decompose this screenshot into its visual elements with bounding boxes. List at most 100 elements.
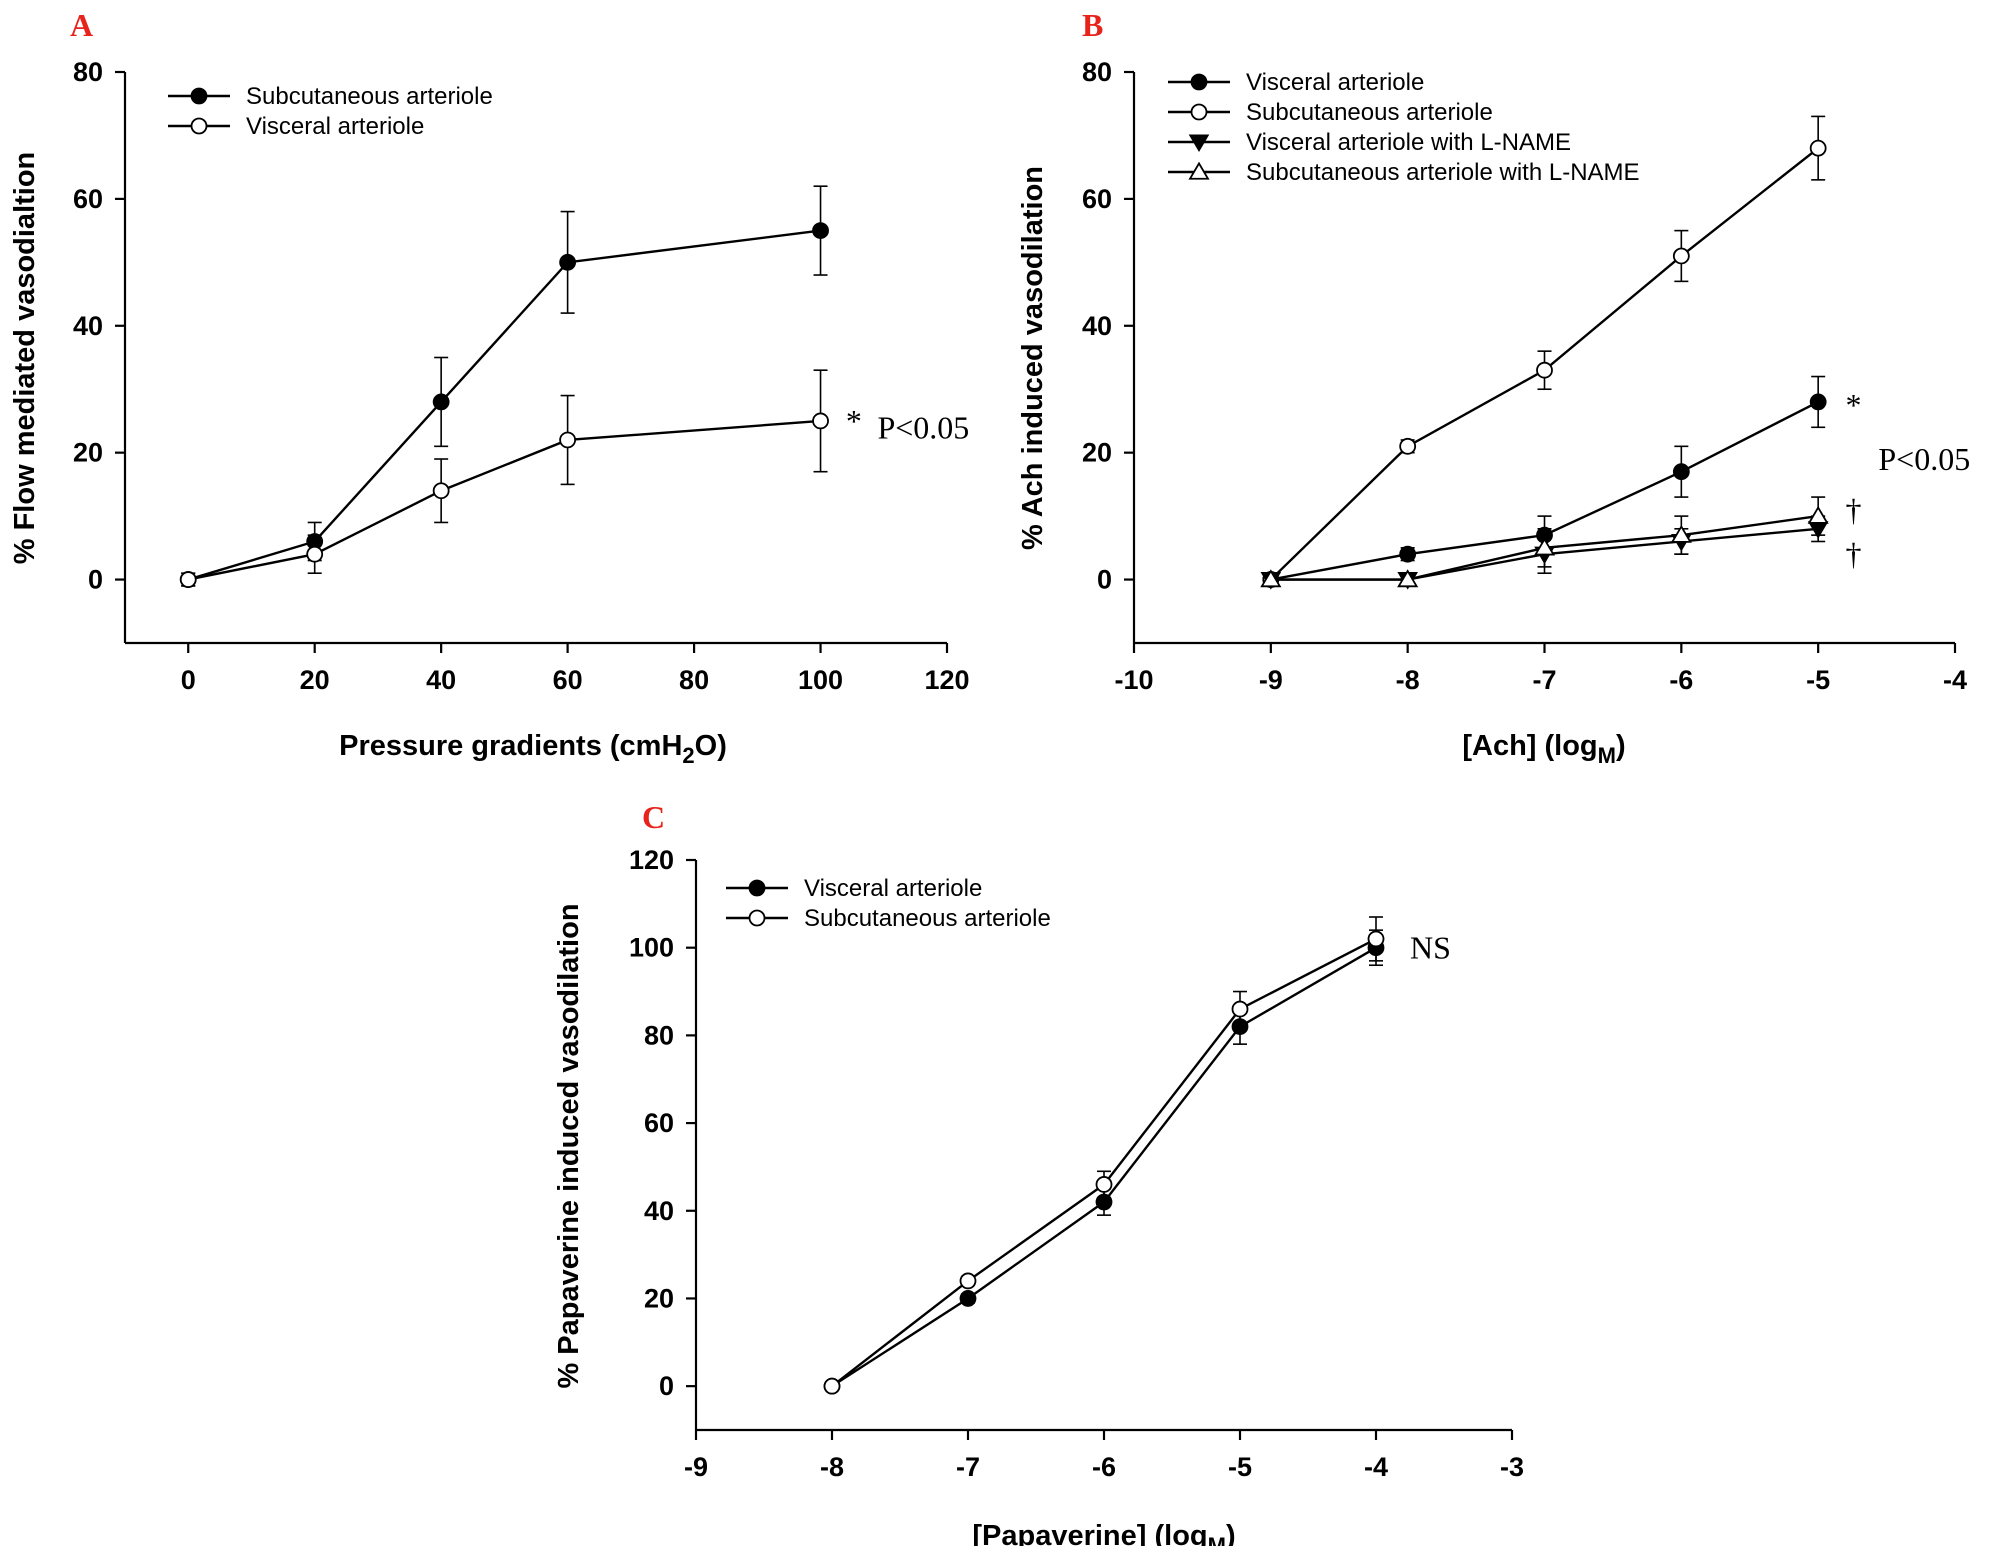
- data-point: [1399, 545, 1417, 563]
- data-point: [823, 1377, 841, 1395]
- x-tick-label: -7: [1532, 665, 1556, 695]
- y-tick-label: 0: [1097, 565, 1112, 595]
- x-tick-label: -5: [1806, 665, 1830, 695]
- data-point: [559, 431, 577, 449]
- x-tick-label: -6: [1092, 1452, 1116, 1482]
- panel-b: B 0 20 40 60 80 -10 -9 -8 -7 -6 -5 -4 [Ach] (logM) % A…: [1017, 7, 1970, 768]
- panel-c: C 0 20 40 60 80 100 120 -9 -8 -7 -6 -5 -4 -3 [Papaverin…: [553, 799, 1524, 1546]
- data-point: [190, 117, 208, 135]
- data-point: [959, 1290, 977, 1307]
- series-2: [179, 369, 829, 588]
- annotation: P<0.05: [877, 409, 969, 445]
- series-4: [1260, 496, 1829, 588]
- series-1: [179, 185, 829, 588]
- data-point: [1399, 437, 1417, 455]
- data-point: [1536, 361, 1553, 379]
- data-point: [306, 545, 324, 563]
- y-tick-label: 60: [644, 1108, 674, 1138]
- data-point: [1672, 247, 1690, 265]
- data-point: [1533, 537, 1556, 556]
- x-tick-label: -7: [956, 1452, 980, 1482]
- panel-letter: A: [70, 7, 93, 43]
- data-point: [812, 222, 829, 240]
- x-tick-label: 100: [798, 665, 843, 695]
- annotation: †: [1846, 536, 1862, 572]
- legend-entry: Visceral arteriole: [804, 875, 982, 902]
- series-line: [831, 946, 1377, 1388]
- data-point: [559, 253, 577, 271]
- y-tick-label: 80: [1082, 57, 1112, 87]
- y-axis-title: % Papaverine induced vasodilation: [553, 903, 585, 1388]
- data-point: [1670, 524, 1692, 543]
- y-axis-title: % Ach induced vasodilation: [1017, 166, 1049, 550]
- x-tick-label: 60: [553, 665, 583, 695]
- y-tick-label: 100: [629, 933, 674, 963]
- x-axis-title: [Ach] (logM): [1462, 730, 1625, 768]
- y-tick-label: 120: [629, 845, 674, 875]
- annotation: *: [846, 403, 862, 439]
- x-axis-title: Pressure gradients (cmH2O): [339, 730, 727, 768]
- legend-entry: Visceral arteriole: [1246, 69, 1424, 96]
- legend-entry: Subcutaneous arteriole: [804, 905, 1051, 932]
- annotation: NS: [1410, 930, 1451, 966]
- y-tick-label: 20: [1082, 438, 1112, 468]
- x-tick-label: 20: [300, 665, 330, 695]
- data-point: [1809, 393, 1827, 411]
- data-point: [190, 87, 208, 105]
- x-tick-label: -4: [1943, 665, 1967, 695]
- y-tick-label: 20: [644, 1283, 674, 1313]
- data-point: [812, 412, 829, 430]
- series-line: [187, 229, 821, 581]
- y-tick-label: 60: [1082, 184, 1112, 214]
- series-line: [187, 419, 821, 581]
- data-point: [179, 571, 197, 588]
- data-point: [1188, 134, 1210, 153]
- data-point: [1231, 1000, 1249, 1018]
- data-point: [1672, 463, 1690, 481]
- legend-entry: Subcutaneous arteriole: [246, 83, 493, 110]
- y-axis-title: % Flow mediated vasodialtion: [9, 152, 41, 565]
- y-tick-label: 0: [88, 565, 103, 595]
- data-point: [748, 909, 766, 927]
- legend-entry: Visceral arteriole: [246, 113, 424, 140]
- y-tick-label: 80: [644, 1020, 674, 1050]
- legend-entry: Subcutaneous arteriole: [1246, 99, 1493, 126]
- x-tick-label: -4: [1364, 1452, 1388, 1482]
- series-2: [823, 916, 1385, 1395]
- y-tick-label: 60: [73, 184, 103, 214]
- data-point: [1260, 569, 1282, 588]
- annotation: P<0.05: [1878, 441, 1970, 477]
- x-tick-label: -9: [684, 1452, 708, 1482]
- legend-entry: Visceral arteriole with L-NAME: [1246, 129, 1571, 156]
- data-point: [1807, 505, 1829, 524]
- legend: Subcutaneous arteriole Visceral arteriole: [168, 83, 493, 140]
- y-tick-label: 80: [73, 57, 103, 87]
- y-tick-label: 40: [644, 1196, 674, 1226]
- legend: Visceral arteriole Subcutaneous arteriole…: [1168, 69, 1640, 186]
- x-tick-label: -10: [1114, 665, 1153, 695]
- legend: Visceral arteriole Subcutaneous arteriole: [726, 875, 1051, 932]
- x-tick-label: 80: [679, 665, 709, 695]
- x-tick-label: -3: [1500, 1452, 1524, 1482]
- x-tick-label: 0: [181, 665, 196, 695]
- panel-letter: B: [1082, 7, 1103, 43]
- data-point: [1809, 139, 1827, 157]
- y-tick-label: 20: [73, 438, 103, 468]
- data-point: [1397, 569, 1419, 588]
- data-point: [1188, 161, 1210, 180]
- x-tick-label: -8: [1396, 665, 1420, 695]
- data-point: [432, 482, 450, 500]
- y-tick-label: 40: [1082, 311, 1112, 341]
- data-point: [748, 879, 766, 897]
- x-axis-title: [Papaverine] (logM): [972, 1520, 1235, 1546]
- data-point: [1190, 103, 1208, 121]
- legend-entry: Subcutaneous arteriole with L-NAME: [1246, 159, 1640, 186]
- x-tick-label: -6: [1669, 665, 1693, 695]
- series-1: [823, 929, 1385, 1395]
- data-point: [432, 393, 450, 411]
- series-line: [831, 937, 1377, 1388]
- x-tick-label: -9: [1259, 665, 1283, 695]
- annotation: *: [1846, 387, 1862, 423]
- x-tick-label: -5: [1228, 1452, 1252, 1482]
